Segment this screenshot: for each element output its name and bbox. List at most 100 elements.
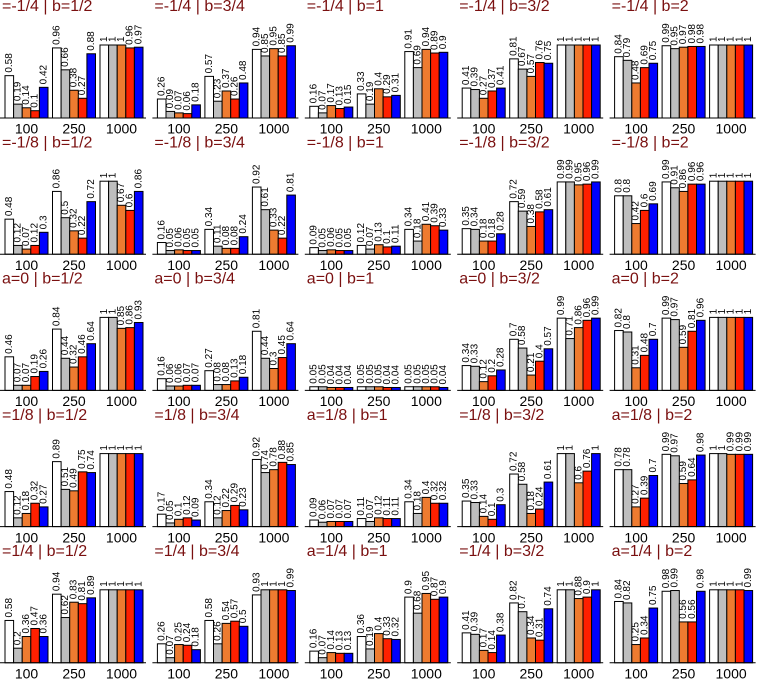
x-tick-label: 1000	[411, 666, 442, 681]
value-label: 0.98	[687, 24, 698, 44]
bar	[69, 366, 79, 391]
value-label: 0.33	[382, 616, 393, 636]
bar	[238, 82, 249, 119]
x-tick-label: 1000	[563, 393, 594, 409]
value-label: 0.07	[335, 499, 346, 519]
bar	[60, 488, 71, 528]
bar	[726, 453, 736, 528]
value-label: 0.07	[21, 226, 32, 246]
bar	[726, 589, 736, 664]
x-tick-label: 250	[62, 666, 86, 681]
value-label: 0.78	[622, 447, 633, 467]
value-label: 0.94	[51, 571, 62, 591]
value-label: 0.76	[534, 40, 545, 60]
panel: a=0 | b=10.050.050.040.040.041000.050.05…	[304, 271, 451, 409]
x-tick-label: 250	[215, 529, 239, 545]
value-label: 1	[108, 308, 119, 314]
bar	[573, 482, 584, 528]
bar	[238, 236, 249, 255]
bar	[38, 506, 49, 528]
value-label: 0.05	[182, 228, 193, 248]
panel: a=0 | b=3/40.160.060.060.070.071000.270.…	[152, 271, 299, 409]
x-tick-label: 1000	[411, 529, 442, 545]
value-label: 0.58	[534, 189, 545, 209]
value-label: 0.41	[496, 65, 507, 85]
bar	[374, 517, 384, 528]
bar	[535, 360, 545, 391]
bar	[717, 44, 728, 119]
panel: =-1/8 | b=3/40.160.050.060.050.051000.34…	[152, 134, 299, 273]
value-label: 1	[743, 36, 754, 42]
bar	[221, 247, 232, 255]
value-label: 0.34	[461, 343, 472, 363]
value-label: 0.06	[174, 227, 185, 247]
value-label: 0.23	[212, 78, 223, 98]
value-label: 0.81	[77, 581, 88, 601]
panel: a=0 | b=2 0.820.8 0.310.480.7 100 0.990.97 0.…	[609, 271, 756, 409]
value-label: 0.39	[639, 475, 650, 495]
x-tick-label: 100	[624, 121, 648, 137]
bar	[648, 607, 659, 664]
value-label: 1	[743, 308, 754, 314]
bar	[573, 327, 584, 391]
value-label: 0.33	[470, 480, 481, 500]
value-label: 0.2	[13, 631, 24, 645]
bar	[535, 639, 545, 664]
value-label: 0.37	[487, 68, 498, 88]
value-label: 0.75	[648, 585, 659, 605]
bar	[726, 44, 736, 119]
value-label: 0.07	[174, 90, 185, 110]
bar	[573, 44, 584, 119]
bar	[269, 589, 279, 664]
value-label: 0.94	[251, 26, 262, 46]
value-label: 0.96	[125, 25, 136, 45]
x-tick-label: 100	[624, 529, 648, 545]
value-label: 0.96	[687, 161, 698, 181]
x-tick-label: 250	[62, 257, 86, 273]
bar	[526, 637, 537, 664]
value-label: 0.36	[38, 614, 49, 634]
value-label: 0.13	[230, 358, 241, 378]
value-label: 0.27	[204, 348, 215, 368]
bar	[133, 190, 144, 255]
value-label: 0.28	[496, 211, 507, 231]
bar	[99, 180, 110, 255]
panel-title: a=1/8 | b=1	[307, 407, 388, 424]
value-label: 1	[556, 581, 567, 587]
bar	[343, 652, 354, 664]
x-tick-label: 250	[672, 529, 696, 545]
bar	[230, 98, 240, 119]
bar	[509, 58, 519, 119]
value-label: 0.99	[726, 431, 737, 451]
panel: a=1/4 | b=20.840.820.250.340.751000.980.…	[609, 543, 756, 681]
bar	[543, 62, 554, 119]
bar	[133, 322, 144, 391]
bar	[86, 472, 97, 528]
value-label: 0.99	[591, 295, 602, 315]
panel: =-1/4 | b=1/20.580.190.140.10.421000.960…	[0, 0, 146, 137]
bar	[21, 636, 32, 664]
x-tick-label: 100	[624, 257, 648, 273]
value-label: 0.89	[86, 575, 97, 595]
value-label: 0.22	[221, 488, 232, 508]
value-label: 0.05	[335, 228, 346, 248]
value-label: 0.75	[77, 449, 88, 469]
bar	[573, 184, 584, 255]
bar	[382, 518, 393, 528]
value-label: 0.13	[343, 630, 354, 650]
value-label: 0.81	[286, 172, 297, 192]
panel-title: =1/8 | b=3/4	[154, 407, 239, 424]
bar	[526, 225, 537, 255]
bar	[21, 248, 32, 255]
bar	[174, 112, 184, 119]
value-label: 0.12	[356, 223, 367, 243]
value-label: 0.3	[496, 487, 507, 501]
bar	[238, 509, 249, 528]
value-label: 1	[99, 36, 110, 42]
value-label: 0.11	[391, 224, 402, 243]
value-label: 0.07	[317, 90, 328, 110]
bar	[709, 316, 719, 391]
value-label: 0.92	[251, 164, 262, 184]
bar	[648, 62, 659, 119]
